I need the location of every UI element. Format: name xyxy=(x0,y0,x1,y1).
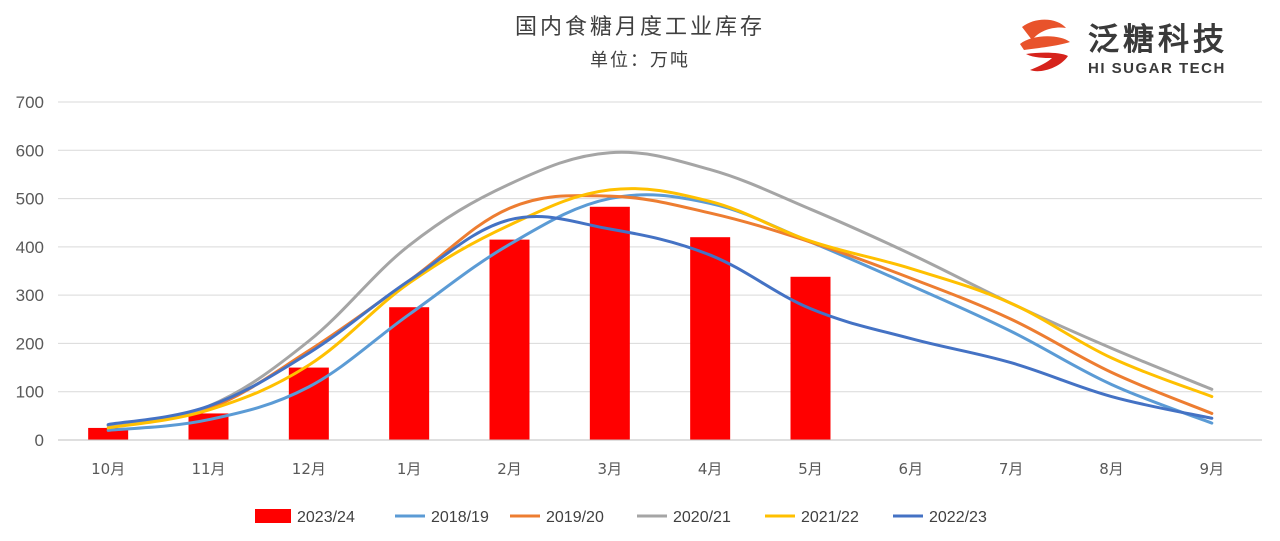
legend-item: 2020/21 xyxy=(637,509,731,526)
line-series xyxy=(106,150,1214,432)
x-tick-label: 7月 xyxy=(999,460,1024,478)
brand-logo: 泛糖科技 HI SUGAR TECH xyxy=(1020,19,1228,77)
x-tick-label: 12月 xyxy=(292,460,326,478)
bar-3月 xyxy=(589,206,630,440)
legend-item: 2023/24 xyxy=(255,509,355,526)
x-tick-label: 6月 xyxy=(899,460,924,478)
y-tick-label: 700 xyxy=(16,93,44,112)
legend-item: 2022/23 xyxy=(893,509,987,526)
y-tick-label: 500 xyxy=(16,190,44,209)
legend-label: 2022/23 xyxy=(929,509,987,526)
x-tick-label: 8月 xyxy=(1099,460,1124,478)
hi-sugar-logo-icon xyxy=(1020,19,1070,72)
legend-label: 2018/19 xyxy=(431,509,489,526)
legend-item: 2018/19 xyxy=(395,509,489,526)
legend-item: 2021/22 xyxy=(765,509,859,526)
brand-name-cn: 泛糖科技 xyxy=(1088,22,1228,58)
legend: 2023/24 2018/19 2019/20 2020/21 2021/22 2022/… xyxy=(255,509,987,526)
x-tick-label: 10月 xyxy=(91,460,125,478)
y-tick-label: 0 xyxy=(35,431,44,450)
line-2018/19 xyxy=(106,193,1214,432)
y-tick-label: 600 xyxy=(16,141,44,160)
y-axis: 0 100 200 300 400 500 600 700 xyxy=(16,93,44,450)
legend-label: 2020/21 xyxy=(673,509,731,526)
legend-item: 2019/20 xyxy=(510,509,604,526)
bar-4月 xyxy=(690,237,731,440)
x-tick-label: 1月 xyxy=(397,460,422,478)
line-2022/23 xyxy=(106,214,1214,427)
x-tick-label: 5月 xyxy=(798,460,823,478)
line-2021/22 xyxy=(106,187,1214,430)
x-tick-label: 4月 xyxy=(698,460,723,478)
chart-subtitle: 单位：万吨 xyxy=(590,50,690,71)
gridlines xyxy=(58,101,1262,393)
legend-label: 2021/22 xyxy=(801,509,859,526)
y-tick-label: 300 xyxy=(16,286,44,305)
x-tick-label: 9月 xyxy=(1200,460,1225,478)
bar-2月 xyxy=(489,239,530,440)
y-tick-label: 400 xyxy=(16,238,44,257)
legend-label: 2019/20 xyxy=(546,509,604,526)
brand-name-en: HI SUGAR TECH xyxy=(1088,60,1226,77)
bar-1月 xyxy=(389,307,430,440)
x-tick-label: 2月 xyxy=(497,460,522,478)
legend-label: 2023/24 xyxy=(297,509,355,526)
x-axis: 10月 11月 12月 1月 2月 3月 4月 5月 6月 7月 8月 9月 xyxy=(91,460,1224,478)
x-tick-label: 3月 xyxy=(598,460,623,478)
legend-swatch xyxy=(255,509,291,523)
x-tick-label: 11月 xyxy=(191,460,225,478)
y-tick-label: 100 xyxy=(16,383,44,402)
line-2019/20 xyxy=(106,194,1214,428)
y-tick-label: 200 xyxy=(16,334,44,353)
chart-title: 国内食糖月度工业库存 xyxy=(515,15,765,40)
